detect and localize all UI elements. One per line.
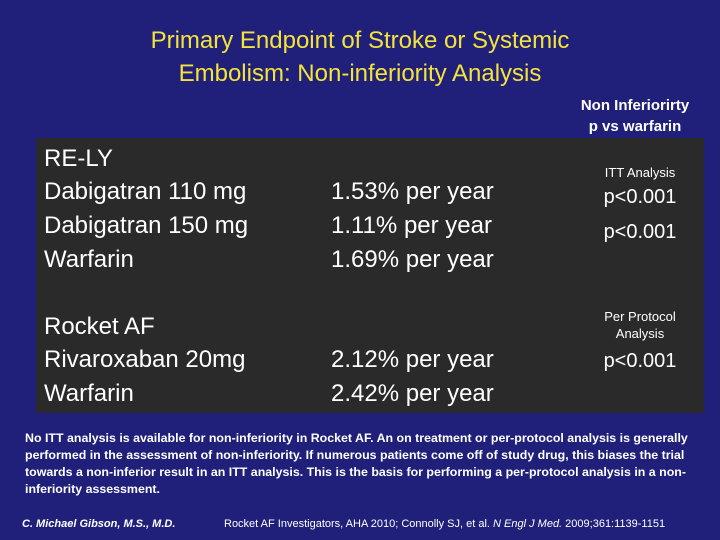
results-panel: [36, 138, 704, 413]
per-protocol-analysis-label: Per Protocol Analysis: [570, 308, 710, 342]
trial-name-rocket-af: Rocket AF: [44, 313, 155, 340]
rate-warfarin-rocket: 2.42% per year: [331, 380, 494, 407]
non-inferiority-header-line-2: p vs warfarin: [588, 118, 682, 135]
footnote-text: No ITT analysis is available for non-inf…: [25, 431, 688, 496]
p-value-rivaroxaban-20: p<0.001: [603, 350, 677, 372]
p-value-dabigatran-110: p<0.001: [603, 186, 677, 208]
rate-dabigatran-110: 1.53% per year: [331, 178, 494, 205]
slide-title-line-1: Primary Endpoint of Stroke or Systemic: [150, 27, 570, 54]
per-protocol-label-line-2: Analysis: [615, 326, 665, 341]
arm-dabigatran-150: Dabigatran 150 mg: [44, 212, 249, 239]
rate-rivaroxaban-20: 2.12% per year: [331, 346, 494, 373]
arm-warfarin-rocket: Warfarin: [44, 380, 134, 407]
arm-rivaroxaban-20: Rivaroxaban 20mg: [44, 346, 246, 373]
arm-warfarin-rely: Warfarin: [44, 246, 134, 273]
citation: Rocket AF Investigators, AHA 2010; Conno…: [224, 518, 665, 530]
trial-name-rely: RE-LY: [44, 145, 113, 172]
rate-warfarin-rely: 1.69% per year: [331, 246, 494, 273]
per-protocol-label-line-1: Per Protocol: [604, 309, 676, 324]
non-inferiority-header-line-1: Non Inferiorirty: [580, 97, 690, 114]
p-value-dabigatran-150: p<0.001: [603, 221, 677, 243]
slide-title-line-2: Embolism: Non-inferiority Analysis: [178, 60, 542, 87]
itt-analysis-label: ITT Analysis: [604, 165, 676, 180]
rate-dabigatran-150: 1.11% per year: [331, 212, 492, 239]
author-credit: C. Michael Gibson, M.S., M.D.: [22, 518, 176, 530]
non-inferiority-header: Non Inferiorirty p vs warfarin: [560, 95, 710, 137]
citation-suffix: 2009;361:1139-1151: [562, 518, 666, 530]
slide-title: Primary Endpoint of Stroke or Systemic E…: [0, 24, 720, 90]
citation-journal: N Engl J Med.: [493, 518, 563, 530]
arm-dabigatran-110: Dabigatran 110 mg: [44, 178, 247, 205]
citation-prefix: Rocket AF Investigators, AHA 2010; Conno…: [224, 518, 494, 530]
